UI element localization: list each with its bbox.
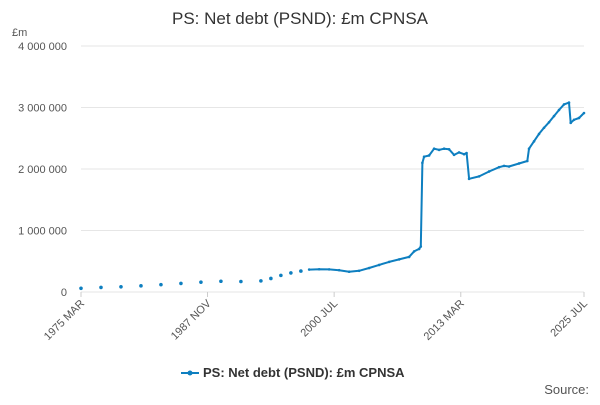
data-point[interactable]	[442, 147, 446, 151]
x-axis-ticks: 1975 MAR 1987 NOV 2000 JUL 2013 MAR 2025 JUL	[42, 292, 590, 343]
data-point[interactable]	[299, 269, 303, 273]
data-point[interactable]	[542, 126, 546, 130]
data-point[interactable]	[547, 120, 551, 124]
data-point[interactable]	[582, 111, 586, 115]
data-point[interactable]	[327, 268, 331, 271]
y-tick-label: 4 000 000	[18, 41, 67, 53]
data-point[interactable]	[497, 165, 501, 169]
data-point[interactable]	[507, 165, 511, 168]
y-axis-ticks: 0 1 000 000 2 000 000 3 000 000 4 000 000	[18, 41, 67, 299]
x-tick-label: 2000 JUL	[298, 298, 340, 340]
y-tick-label: 2 000 000	[18, 164, 67, 176]
y-tick-label: 0	[61, 287, 67, 299]
data-point[interactable]	[417, 247, 421, 251]
legend[interactable]: PS: Net debt (PSND): £m CPNSA	[181, 365, 405, 380]
data-point[interactable]	[387, 260, 391, 264]
series-line[interactable]	[309, 101, 585, 273]
data-point[interactable]	[259, 279, 263, 283]
x-tick-label: 1987 NOV	[169, 297, 214, 342]
data-point[interactable]	[119, 284, 123, 289]
y-axis-unit-label: £m	[12, 27, 27, 39]
data-point[interactable]	[427, 154, 431, 157]
data-point[interactable]	[457, 151, 461, 154]
data-point[interactable]	[569, 121, 573, 125]
data-point[interactable]	[467, 177, 471, 181]
data-point[interactable]	[465, 151, 468, 155]
data-point[interactable]	[159, 282, 163, 287]
data-point[interactable]	[502, 164, 506, 168]
data-point[interactable]	[347, 270, 351, 274]
data-point[interactable]	[487, 170, 491, 173]
source-label: Source:	[544, 382, 589, 397]
data-point[interactable]	[139, 284, 143, 288]
data-point[interactable]	[307, 268, 311, 271]
y-tick-label: 3 000 000	[18, 103, 67, 115]
data-point[interactable]	[527, 147, 531, 151]
data-point[interactable]	[337, 268, 341, 272]
data-point[interactable]	[422, 155, 426, 158]
data-point[interactable]	[477, 175, 481, 178]
data-point[interactable]	[99, 285, 103, 290]
data-point[interactable]	[412, 250, 416, 253]
data-point[interactable]	[199, 280, 203, 284]
data-point[interactable]	[317, 267, 321, 271]
data-point[interactable]	[517, 162, 521, 165]
data-point[interactable]	[532, 140, 536, 143]
series-lines[interactable]	[79, 101, 586, 291]
data-point[interactable]	[269, 276, 273, 281]
data-point[interactable]	[219, 279, 223, 284]
data-point[interactable]	[432, 147, 436, 151]
data-point[interactable]	[567, 101, 571, 104]
legend-series-label: PS: Net debt (PSND): £m CPNSA	[203, 365, 405, 380]
data-point[interactable]	[572, 118, 576, 122]
data-point[interactable]	[397, 258, 401, 261]
data-point[interactable]	[462, 152, 466, 156]
data-point[interactable]	[557, 108, 561, 112]
data-point[interactable]	[437, 148, 441, 152]
data-point[interactable]	[79, 286, 83, 291]
x-tick-label: 2025 JUL	[548, 298, 590, 340]
data-point[interactable]	[419, 245, 423, 248]
legend-marker-swatch	[187, 370, 193, 376]
x-tick-label: 1975 MAR	[42, 298, 87, 343]
data-point[interactable]	[279, 273, 283, 278]
y-tick-label: 1 000 000	[18, 226, 67, 238]
data-point[interactable]	[357, 269, 361, 273]
data-point[interactable]	[407, 255, 411, 259]
data-point[interactable]	[367, 266, 371, 270]
data-point[interactable]	[537, 132, 541, 136]
data-point[interactable]	[179, 281, 183, 286]
data-point[interactable]	[377, 263, 381, 267]
data-point[interactable]	[526, 159, 529, 163]
chart-title: PS: Net debt (PSND): £m CPNSA	[172, 9, 429, 28]
data-point[interactable]	[447, 148, 451, 151]
data-point[interactable]	[577, 116, 581, 120]
data-point[interactable]	[452, 153, 456, 157]
data-point[interactable]	[421, 161, 424, 165]
data-point[interactable]	[289, 271, 293, 275]
data-point[interactable]	[239, 279, 243, 284]
x-tick-label: 2013 MAR	[422, 298, 467, 343]
data-point[interactable]	[552, 114, 556, 118]
data-point[interactable]	[562, 103, 566, 106]
gridlines	[81, 45, 584, 293]
